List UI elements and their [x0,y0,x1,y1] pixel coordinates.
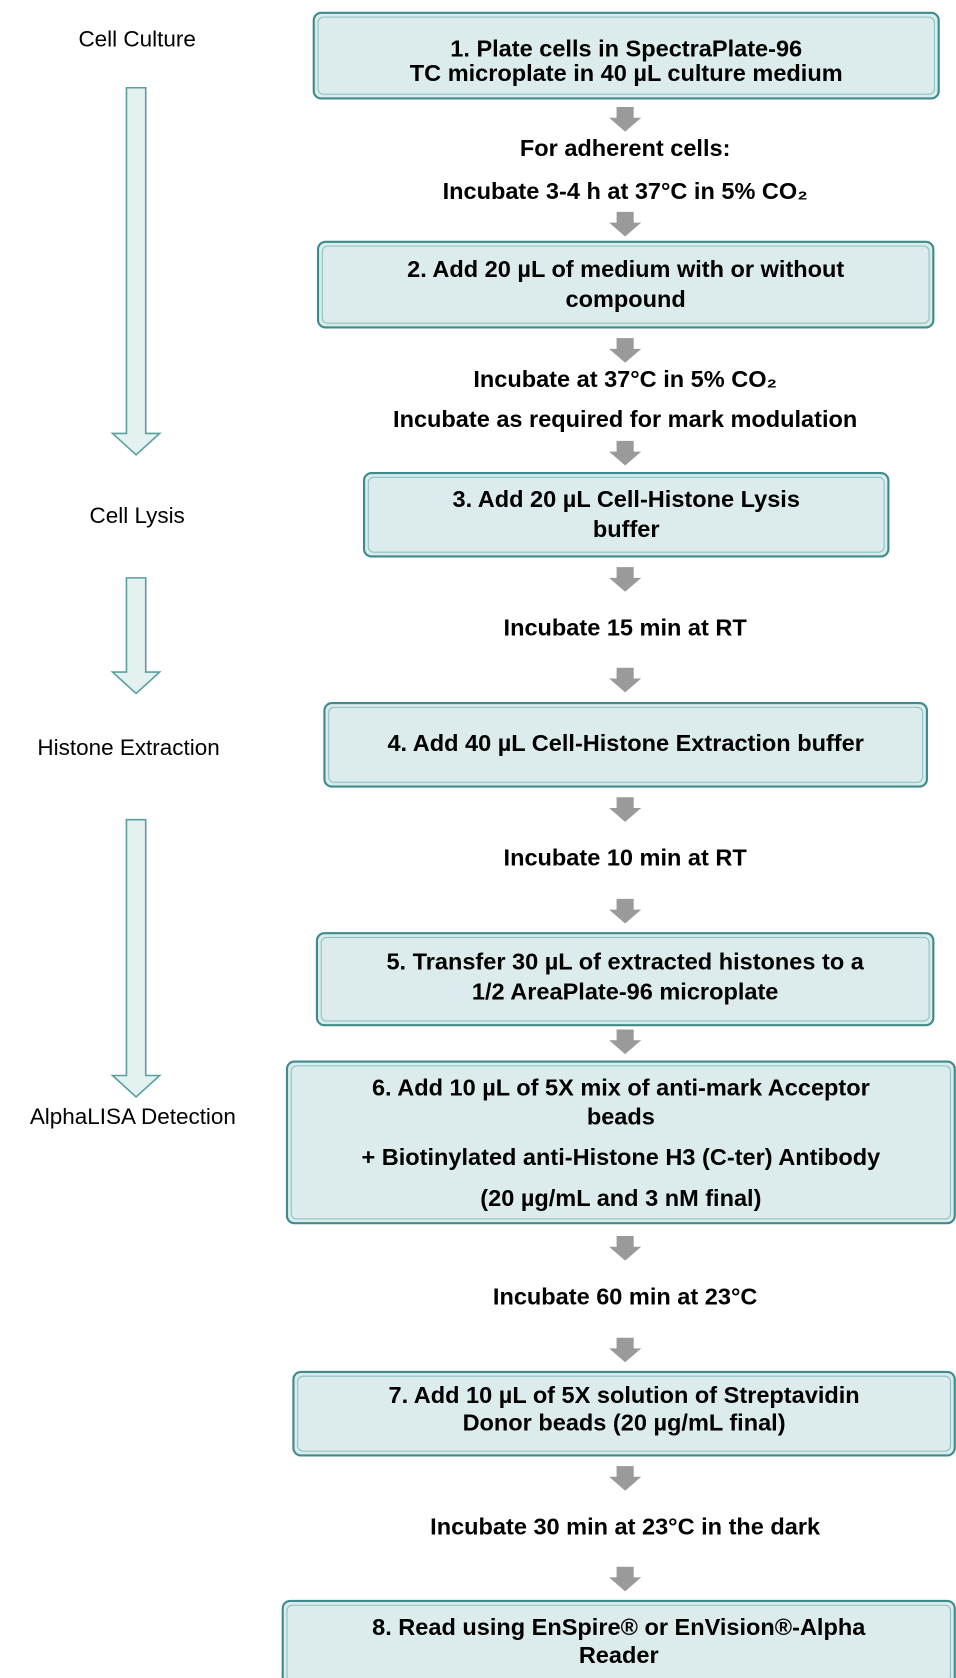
step-text: (20 µg/mL and 3 nM final) [480,1185,761,1211]
step-text: compound [566,286,686,312]
step-text: TC microplate in 40 µL culture medium [410,60,843,86]
stage-arrow [110,86,162,456]
flow-arrow [609,1236,642,1261]
incubation-text: Incubate 3-4 h at 37°C in 5% CO₂ [443,178,808,204]
step-text: 3. Add 20 µL Cell-Histone Lysis [452,486,799,512]
step-text: 4. Add 40 µL Cell-Histone Extraction buf… [387,730,863,756]
stage-arrow [110,818,162,1098]
step-box [286,1604,952,1678]
flow-arrow [609,898,642,924]
flow-arrow [609,440,642,466]
incubation-text: Incubate as required for mark modulation [393,406,857,432]
flow-arrow [609,1029,642,1055]
incubation-text: For adherent cells: [520,135,731,161]
step-text: 1. Plate cells in SpectraPlate-96 [450,36,802,62]
flow-arrow [609,1566,642,1592]
flow-arrow [609,338,642,363]
flow-arrow [609,1337,642,1363]
stage-label: Histone Extraction [37,735,219,760]
flow-arrow [609,567,642,592]
incubation-text: Incubate 30 min at 23°C in the dark [430,1513,821,1539]
incubation-text: Incubate 60 min at 23°C [493,1283,757,1309]
step-box [297,1375,952,1452]
flow-arrow [609,211,642,237]
incubation-text: Incubate 15 min at RT [504,614,748,640]
step-text: 5. Transfer 30 µL of extracted histones … [386,948,864,974]
stage-arrow [110,577,162,695]
flow-arrow [609,1466,642,1491]
incubation-text: Incubate 10 min at RT [504,845,748,871]
step-box [321,245,930,324]
step-box [317,16,935,95]
step-text: + Biotinylated anti-Histone H3 (C-ter) A… [361,1144,880,1170]
step-box [290,1065,952,1220]
step-box [328,706,924,783]
flow-arrow [609,667,642,693]
step-text: 2. Add 20 µL of medium with or without [407,256,844,282]
step-text: 1/2 AreaPlate-96 microplate [472,978,779,1004]
step-text: 8. Read using EnSpire® or EnVision®-Alph… [372,1614,866,1640]
step-text: 6. Add 10 µL of 5X mix of anti-mark Acce… [372,1075,870,1101]
step-text: 7. Add 10 µL of 5X solution of Streptavi… [388,1382,859,1408]
step-box [320,936,930,1022]
flow-arrow [609,797,642,822]
step-text: Donor beads (20 µg/mL final) [463,1410,786,1436]
step-box [367,476,885,553]
stage-label: Cell Lysis [90,503,185,528]
stage-label: Cell Culture [78,27,195,52]
stage-label: AlphaLISA Detection [30,1104,236,1129]
step-text: beads [587,1104,655,1130]
step-text: buffer [593,516,660,542]
flow-arrow [609,107,642,132]
incubation-text: Incubate at 37°C in 5% CO₂ [473,366,777,392]
step-text: Reader [579,1642,659,1668]
